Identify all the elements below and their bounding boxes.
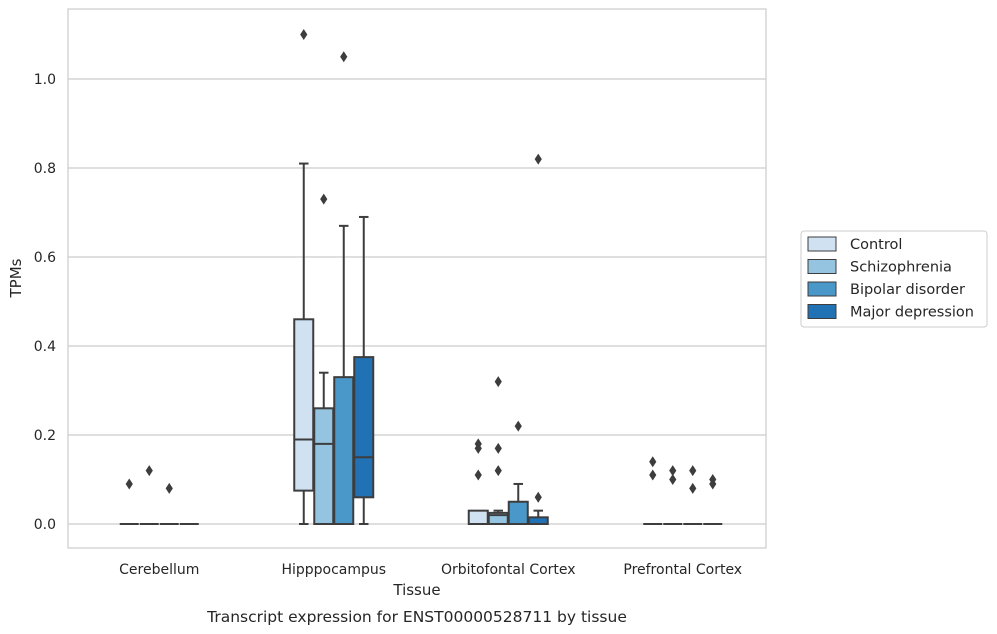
y-tick-label: 0.8 xyxy=(34,161,56,177)
box-body xyxy=(313,407,335,525)
box-group xyxy=(663,465,683,525)
outlier-point xyxy=(709,474,717,485)
legend-label: Major depression xyxy=(850,305,974,321)
box-group xyxy=(703,474,723,525)
box-group xyxy=(467,438,489,525)
box-group xyxy=(119,478,139,525)
y-axis-label: TPMs xyxy=(7,258,25,298)
y-tick-label: 0.0 xyxy=(34,517,56,533)
y-tick-label: 0.4 xyxy=(34,339,56,355)
box-group xyxy=(353,215,375,525)
outlier-point xyxy=(340,51,348,63)
box-body xyxy=(333,376,355,525)
box-group xyxy=(313,193,335,525)
legend-label: Bipolar disorder xyxy=(850,282,965,298)
legend-frame xyxy=(800,230,988,328)
x-tick-label: Orbitofontal Cortex xyxy=(441,562,576,578)
legend-swatch xyxy=(807,304,837,319)
box-group xyxy=(333,51,355,525)
outlier-point xyxy=(669,474,677,485)
outlier-point xyxy=(494,376,502,388)
outlier-point xyxy=(649,456,657,468)
y-tick-label: 0.2 xyxy=(34,428,56,444)
box-group xyxy=(293,29,315,525)
outlier-point xyxy=(649,469,657,481)
x-axis-ticks: Cerebellum Hipppocampus Orbitofontal Corte… xyxy=(119,562,742,578)
outlier-point xyxy=(300,29,308,40)
outlier-point xyxy=(494,442,502,454)
x-axis-label: Tissue xyxy=(392,581,440,599)
outlier-point xyxy=(534,491,542,503)
y-tick-label: 0.6 xyxy=(34,250,56,266)
outlier-point xyxy=(514,420,522,432)
outlier-point xyxy=(494,465,502,477)
legend-label: Control xyxy=(850,237,902,253)
box-group xyxy=(643,456,663,525)
outlier-point xyxy=(165,482,173,494)
boxes-layer xyxy=(119,29,723,526)
legend-swatch xyxy=(807,259,837,274)
legend-label: Schizophrenia xyxy=(850,260,952,276)
box-group xyxy=(507,420,529,525)
outlier-point xyxy=(669,465,677,477)
outlier-point xyxy=(145,465,153,477)
outlier-point xyxy=(474,438,482,450)
box-group xyxy=(159,482,179,525)
box-body xyxy=(507,500,529,525)
plot-area-frame xyxy=(67,8,767,549)
y-axis-ticks: 0.0 0.2 0.4 0.6 0.8 1.0 xyxy=(34,72,56,533)
legend-swatch xyxy=(807,281,837,297)
legend: Control Schizophrenia Bipolar disorder Majo… xyxy=(800,230,988,328)
outlier-point xyxy=(689,465,697,477)
box-group xyxy=(487,376,509,525)
box-body xyxy=(467,509,489,525)
grid-lines xyxy=(68,78,766,525)
box-body xyxy=(527,516,549,526)
y-tick-label: 1.0 xyxy=(34,72,56,88)
outlier-point xyxy=(474,469,482,481)
outlier-point xyxy=(125,478,133,490)
box-group xyxy=(139,465,159,525)
box-body xyxy=(353,356,375,499)
outlier-point xyxy=(689,482,697,494)
x-tick-label: Prefrontal Cortex xyxy=(623,562,742,578)
box-body xyxy=(293,318,315,492)
outlier-point xyxy=(534,153,542,165)
box-group xyxy=(683,465,703,525)
box-group xyxy=(527,153,549,526)
x-tick-label: Hipppocampus xyxy=(281,562,386,578)
legend-swatch xyxy=(807,236,837,252)
chart-caption: Transcript expression for ENST0000052871… xyxy=(206,608,627,626)
outlier-point xyxy=(320,193,328,205)
x-tick-label: Cerebellum xyxy=(119,562,199,578)
